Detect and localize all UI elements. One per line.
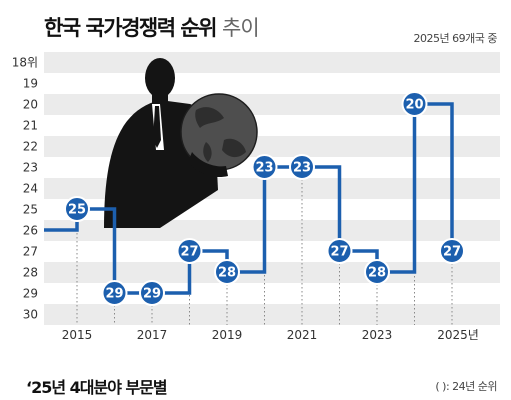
data-label: 29	[105, 287, 123, 302]
data-point	[64, 196, 90, 222]
x-axis: 2015 2017 2019 2021 2023 2025년	[62, 328, 479, 342]
data-point	[364, 259, 390, 285]
data-label: 20	[405, 98, 423, 113]
chart-title: 한국 국가경쟁력 순위 추이	[44, 12, 260, 42]
chart-note: 2025년 69개국 중	[413, 32, 498, 45]
x-tick-label: 2025년	[437, 328, 479, 342]
data-point	[139, 280, 165, 306]
data-point	[439, 238, 465, 264]
y-axis: 18위 19 20 21 22 23 24 25 26 27 28 29 30	[12, 56, 38, 322]
y-tick-label: 20	[23, 98, 38, 112]
data-point	[251, 154, 278, 180]
x-tick-label: 2019	[212, 328, 243, 342]
figure-hand	[188, 152, 228, 178]
chart-title-suffix: 추이	[222, 16, 260, 40]
data-label: 29	[143, 287, 161, 302]
footer-note: ( ): 24년 순위	[435, 380, 497, 393]
chart-title-main: 한국 국가경쟁력 순위	[44, 16, 218, 40]
y-tick-label: 27	[23, 245, 38, 259]
series-line	[44, 102, 454, 295]
data-label: 27	[180, 245, 198, 260]
necktie	[153, 106, 161, 148]
figure-head	[145, 58, 175, 98]
businessman-globe-illustration	[104, 58, 258, 228]
data-label: 27	[443, 245, 461, 260]
data-points: 25 29 29 27 28 23 23 27 28 20 27	[64, 91, 465, 306]
data-label: 23	[255, 161, 273, 176]
grid-band	[44, 262, 500, 283]
y-tick-label: 23	[23, 161, 38, 175]
y-tick-label: 29	[23, 287, 38, 301]
y-tick-label: 22	[23, 140, 38, 154]
y-tick-label: 18위	[12, 56, 38, 70]
y-tick-label: 24	[23, 182, 38, 196]
figure-neck	[152, 92, 168, 106]
data-point	[101, 280, 128, 306]
globe-continents	[195, 107, 246, 162]
x-tick-label: 2023	[362, 328, 393, 342]
data-point	[176, 238, 203, 264]
y-tick-label: 21	[23, 119, 38, 133]
data-point	[214, 259, 240, 285]
data-point	[401, 91, 428, 117]
data-point	[289, 154, 315, 180]
x-tick-label: 2021	[287, 328, 318, 342]
data-label: 28	[368, 266, 386, 281]
x-tick-label: 2017	[137, 328, 168, 342]
y-tick-label: 28	[23, 266, 38, 280]
data-point	[326, 238, 353, 264]
footer-title: ‘25년 4대분야 부문별	[26, 378, 168, 397]
y-tick-label: 30	[23, 308, 38, 322]
grid-band	[44, 304, 500, 325]
grid-band	[44, 52, 500, 73]
data-label: 28	[218, 266, 236, 281]
data-label: 23	[293, 161, 311, 176]
y-tick-label: 25	[23, 203, 38, 217]
data-label: 27	[330, 245, 348, 260]
y-tick-label: 19	[23, 77, 38, 91]
x-tick-label: 2015	[62, 328, 93, 342]
y-tick-label: 26	[23, 224, 38, 238]
data-label: 25	[68, 203, 86, 218]
